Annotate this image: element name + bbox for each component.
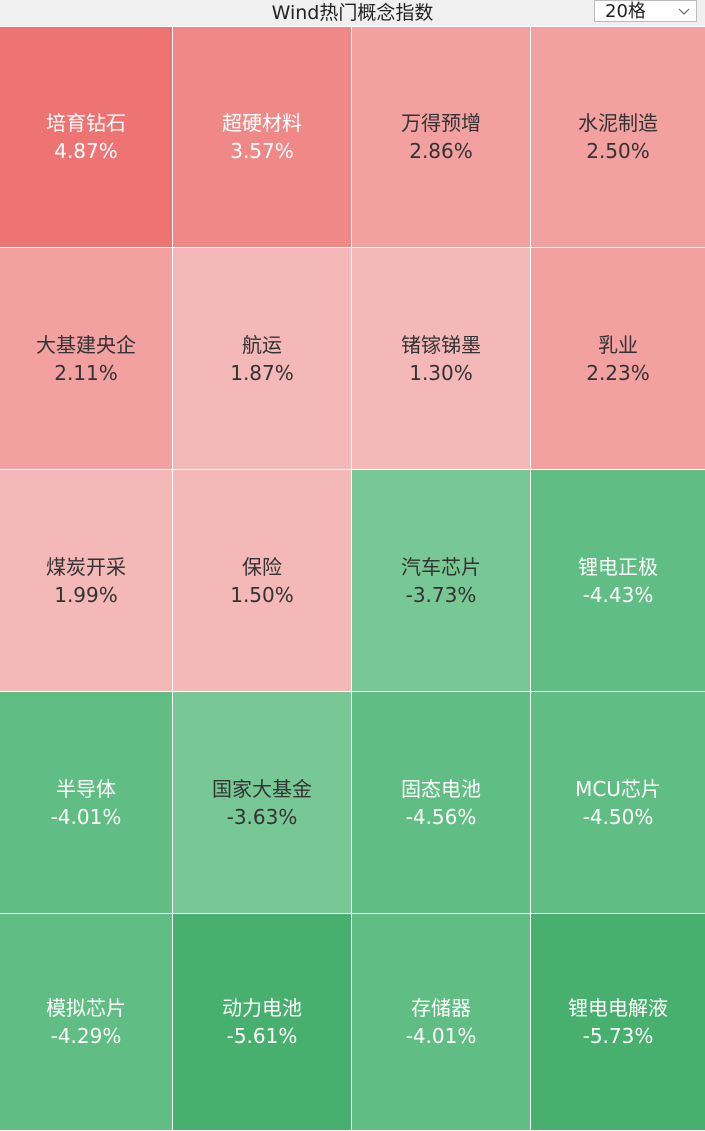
- concept-tile[interactable]: 模拟芯片 -4.29%: [0, 914, 172, 1130]
- concept-name: 半导体: [56, 776, 116, 801]
- concept-change: 1.50%: [230, 582, 294, 607]
- grid-size-dropdown[interactable]: 20格: [594, 0, 697, 22]
- concept-name: 万得预增: [401, 111, 481, 135]
- concept-name: 锂电电解液: [568, 996, 668, 1020]
- concept-change: -4.01%: [50, 804, 122, 829]
- concept-change: -3.63%: [226, 804, 298, 829]
- concept-tile[interactable]: 培育钻石 4.87%: [0, 27, 172, 247]
- concept-change: 1.87%: [230, 360, 294, 385]
- concept-tile[interactable]: MCU芯片 -4.50%: [531, 692, 705, 913]
- concept-tile[interactable]: 锂电正极 -4.43%: [531, 470, 705, 691]
- concept-tile[interactable]: 超硬材料 3.57%: [173, 27, 351, 247]
- concept-change: 2.23%: [586, 360, 650, 385]
- concept-tile[interactable]: 汽车芯片 -3.73%: [352, 470, 530, 691]
- dropdown-arrow: [678, 8, 690, 15]
- concept-change: 1.30%: [409, 360, 473, 385]
- concept-name: 固态电池: [401, 776, 481, 801]
- concept-change: -5.61%: [226, 1024, 298, 1048]
- concept-name: 模拟芯片: [46, 996, 126, 1020]
- concept-name: 培育钻石: [46, 111, 126, 135]
- concept-name: 动力电池: [222, 996, 302, 1020]
- concept-change: -4.01%: [405, 1024, 477, 1048]
- concept-name: 超硬材料: [222, 111, 302, 135]
- tile-grid: 培育钻石 4.87% 超硬材料 3.57% 万得预增 2.86% 水泥制造 2.50% 大基建央…: [0, 27, 705, 1131]
- title: Wind热门概念指数: [271, 2, 434, 24]
- concept-tile[interactable]: 半导体 -4.01%: [0, 692, 172, 913]
- concept-change: -4.43%: [582, 582, 654, 607]
- concept-change: 1.99%: [54, 582, 118, 607]
- concept-tile[interactable]: 国家大基金 -3.63%: [173, 692, 351, 913]
- concept-tile[interactable]: 大基建央企 2.11%: [0, 248, 172, 469]
- concept-name: 汽车芯片: [401, 554, 481, 579]
- concept-name: 国家大基金: [212, 776, 312, 801]
- concept-name: 大基建央企: [36, 332, 136, 357]
- concept-name: 存储器: [411, 996, 471, 1020]
- concept-tile[interactable]: 万得预增 2.86%: [352, 27, 530, 247]
- dropdown-label: 20格: [605, 1, 646, 22]
- concept-name: 锗镓锑墨: [401, 332, 481, 357]
- concept-change: -5.73%: [582, 1024, 654, 1048]
- concept-name: 保险: [242, 554, 282, 579]
- concept-change: -4.50%: [582, 804, 654, 829]
- concept-change: -4.56%: [405, 804, 477, 829]
- concept-tile[interactable]: 存储器 -4.01%: [352, 914, 530, 1130]
- concept-name: 煤炭开采: [46, 554, 126, 579]
- concept-tile[interactable]: 固态电池 -4.56%: [352, 692, 530, 913]
- concept-change: 2.11%: [54, 360, 118, 385]
- concept-tile[interactable]: 锂电电解液 -5.73%: [531, 914, 705, 1130]
- concept-change: 3.57%: [230, 139, 294, 163]
- concept-name: MCU芯片: [575, 776, 661, 801]
- concept-name: 航运: [242, 332, 282, 357]
- concept-name: 水泥制造: [578, 111, 658, 135]
- concept-change: -3.73%: [405, 582, 477, 607]
- concept-change: -4.29%: [50, 1024, 122, 1048]
- concept-tile[interactable]: 水泥制造 2.50%: [531, 27, 705, 247]
- concept-name: 锂电正极: [578, 554, 658, 579]
- concept-tile[interactable]: 乳业 2.23%: [531, 248, 705, 469]
- concept-tile[interactable]: 航运 1.87%: [173, 248, 351, 469]
- concept-tile[interactable]: 煤炭开采 1.99%: [0, 470, 172, 691]
- concept-name: 乳业: [598, 332, 638, 357]
- concept-change: 2.86%: [409, 139, 473, 163]
- concept-tile[interactable]: 动力电池 -5.61%: [173, 914, 351, 1130]
- concept-tile[interactable]: 保险 1.50%: [173, 470, 351, 691]
- concept-change: 4.87%: [54, 139, 118, 163]
- concept-change: 2.50%: [586, 139, 650, 163]
- concept-tile[interactable]: 锗镓锑墨 1.30%: [352, 248, 530, 469]
- header-bar: Wind热门概念指数 20格: [0, 0, 705, 27]
